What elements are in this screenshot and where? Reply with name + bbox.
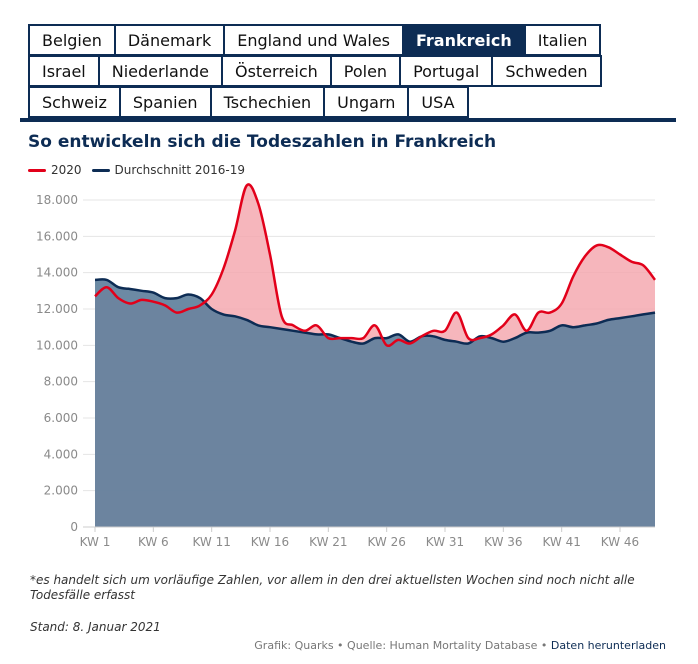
x-tick-label: KW 26	[367, 535, 405, 549]
tab-frankreich[interactable]: Frankreich	[402, 24, 526, 56]
y-tick-label: 18.000	[36, 193, 78, 207]
divider	[20, 118, 676, 122]
y-tick-label: 10.000	[36, 338, 78, 352]
x-tick-label: KW 36	[484, 535, 522, 549]
tab-dänemark[interactable]: Dänemark	[113, 24, 226, 56]
area-average	[95, 279, 655, 527]
x-tick-label: KW 21	[309, 535, 347, 549]
y-tick-label: 14.000	[36, 266, 78, 280]
tab-tschechien[interactable]: Tschechien	[209, 86, 326, 118]
line-average	[94, 278, 656, 345]
stand-date: Stand: 8. Januar 2021	[30, 620, 161, 634]
footnote: *es handelt sich um vorläufige Zahlen, v…	[30, 573, 635, 602]
tab-ungarn[interactable]: Ungarn	[323, 86, 410, 118]
y-tick-label: 12.000	[36, 302, 78, 316]
chart-title: So entwickeln sich die Todeszahlen in Fr…	[28, 132, 497, 152]
x-tick-label: KW 6	[138, 535, 169, 549]
tab-niederlande[interactable]: Niederlande	[97, 55, 223, 87]
tab-england-und-wales[interactable]: England und Wales	[223, 24, 404, 56]
tab-polen[interactable]: Polen	[329, 55, 402, 87]
credits: Grafik: Quarks • Quelle: Human Mortality…	[254, 639, 666, 652]
x-tick-label: KW 11	[192, 535, 230, 549]
legend-item-2020[interactable]: 2020	[28, 163, 82, 177]
legend-label-2020: 2020	[51, 163, 82, 177]
chart-legend: 2020 Durchschnitt 2016-19	[28, 163, 255, 177]
tab-schweiz[interactable]: Schweiz	[28, 86, 121, 118]
tab-row: Israel Niederlande Österreich Polen Portugal…	[28, 55, 678, 87]
x-tick-label: KW 1	[80, 535, 111, 549]
death-count-chart: 0 2.000 4.000 6.000 8.000 10.000 12.000 14.000 1…	[36, 183, 656, 549]
legend-swatch-average	[91, 168, 110, 172]
tab-row: Belgien Dänemark England und Wales Frankrei…	[28, 24, 678, 56]
x-tick-label: KW 41	[542, 535, 580, 549]
y-tick-label: 2.000	[44, 484, 78, 498]
x-tick-label: KW 31	[426, 535, 464, 549]
country-tabs: Belgien Dänemark England und Wales Frankrei…	[28, 24, 678, 118]
tab-schweden[interactable]: Schweden	[491, 55, 602, 87]
credits-text: Grafik: Quarks • Quelle: Human Mortality…	[254, 639, 548, 652]
tab-portugal[interactable]: Portugal	[399, 55, 494, 87]
tab-österreich[interactable]: Österreich	[220, 55, 332, 87]
legend-swatch-2020	[28, 168, 46, 172]
x-tick-label: KW 16	[251, 535, 289, 549]
y-tick-label: 4.000	[44, 447, 78, 461]
tab-row: Schweiz Spanien Tschechien Ungarn USA	[28, 86, 678, 118]
tab-usa[interactable]: USA	[407, 86, 469, 118]
tab-spanien[interactable]: Spanien	[118, 86, 212, 118]
y-tick-label: 8.000	[44, 375, 78, 389]
y-tick-label: 0	[70, 520, 78, 534]
tab-israel[interactable]: Israel	[28, 55, 100, 87]
legend-item-average[interactable]: Durchschnitt 2016-19	[91, 163, 246, 177]
legend-label-average: Durchschnitt 2016-19	[114, 163, 246, 177]
download-data-link[interactable]: Daten herunterladen	[550, 639, 666, 652]
tab-belgien[interactable]: Belgien	[28, 24, 116, 56]
y-tick-label: 16.000	[36, 229, 78, 243]
y-tick-label: 6.000	[44, 411, 78, 425]
tab-italien[interactable]: Italien	[523, 24, 602, 56]
line-2020	[94, 183, 656, 348]
x-tick-label: KW 46	[601, 535, 639, 549]
